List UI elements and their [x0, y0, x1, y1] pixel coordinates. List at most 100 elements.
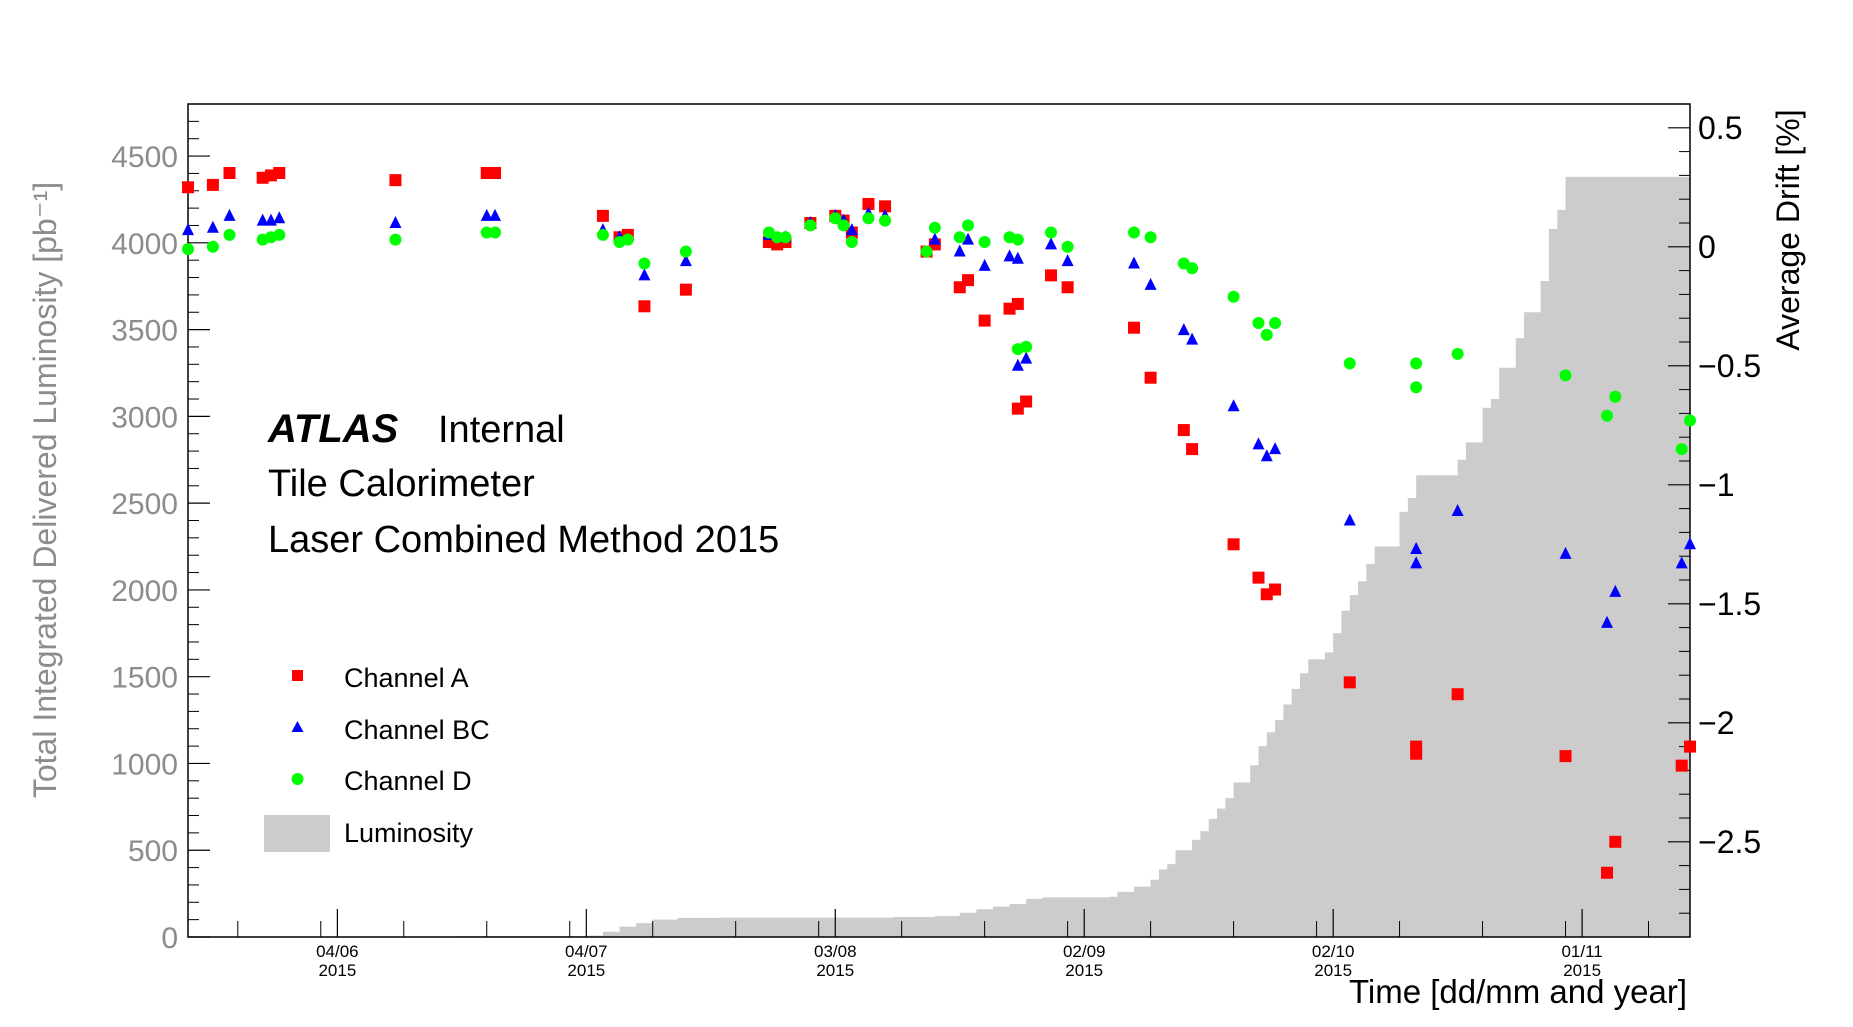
channel-bc-point: [1410, 542, 1423, 555]
channel-a-point: [1186, 443, 1199, 456]
x-tick-year-label: 2015: [318, 961, 356, 980]
channel-bc-point: [480, 208, 493, 221]
channel-bc-point: [679, 254, 692, 267]
channel-d-point: [206, 240, 219, 253]
x-tick-year-label: 2015: [567, 961, 605, 980]
channel-bc-point: [962, 232, 975, 245]
channel-bc-point: [1675, 556, 1688, 569]
channel-a-point: [1252, 571, 1265, 584]
channel-a-point: [1227, 538, 1240, 551]
legend-label-channel-bc: Channel BC: [344, 715, 490, 745]
x-tick-year-label: 2015: [1314, 961, 1352, 980]
legend: Channel A Channel BC Channel D Luminosit…: [264, 663, 490, 852]
y-right-tick-label: −2.5: [1698, 824, 1761, 860]
channel-bc-point: [223, 208, 236, 221]
y-left-tick-label: 4500: [111, 141, 178, 174]
channel-bc-point: [389, 216, 402, 228]
channel-d-point: [1410, 357, 1423, 370]
channel-bc-point: [1343, 513, 1356, 526]
channel-bc-point: [1061, 254, 1074, 267]
channel-a-point: [596, 209, 609, 222]
atlas-brand: ATLAS: [267, 407, 399, 451]
channel-a-point: [1020, 395, 1033, 408]
channel-bc-point: [1128, 256, 1141, 269]
channel-bc-point: [928, 232, 941, 245]
x-tick-year-label: 2015: [1065, 961, 1103, 980]
y-right-tick-label: 0.5: [1698, 110, 1742, 146]
channel-bc-point: [273, 211, 286, 224]
x-axis-title: Time [dd/mm and year]: [1349, 973, 1687, 1010]
channel-bc-point: [1410, 556, 1423, 569]
channel-bc-point: [953, 244, 966, 257]
channel-bc-point: [1020, 351, 1033, 364]
axes-layer: 0 500 1000 1500 2000 2500 3000 3500 4000 4500 0.5 0…: [111, 103, 1761, 980]
y-right-tick-label: −2: [1698, 705, 1734, 741]
y-right-tick-label: −1: [1698, 467, 1734, 503]
channel-d-point: [1675, 443, 1688, 456]
channel-d-point: [1045, 226, 1058, 239]
channel-a-point: [679, 283, 692, 296]
channel-d-point: [480, 226, 493, 239]
channel-d-point: [962, 219, 975, 232]
y-left-tick-label: 0: [161, 922, 178, 955]
channel-d-point: [837, 219, 850, 232]
channel-d-point: [879, 214, 892, 227]
channel-d-point: [928, 221, 941, 234]
y-left-tick-label: 3500: [111, 315, 178, 348]
channel-d-point: [845, 236, 858, 249]
channel-bc-point: [638, 268, 651, 281]
channel-a-point: [1601, 866, 1614, 879]
x-tick-year-label: 2015: [816, 961, 854, 980]
channel-a-point: [389, 174, 402, 187]
channel-d-point: [1609, 390, 1622, 403]
channel-d-point: [1559, 369, 1572, 382]
x-tick-label: 02/09: [1063, 942, 1106, 961]
channel-bc-point: [978, 258, 991, 271]
y-left-tick-label: 1500: [111, 662, 178, 695]
channel-d-point: [1128, 226, 1141, 239]
points-layer: [182, 167, 1696, 879]
x-tick-label: 01/11: [1561, 942, 1602, 961]
channel-bc-point: [1269, 442, 1282, 455]
channel-d-point: [1227, 290, 1240, 303]
annotation-line-2: Tile Calorimeter: [268, 463, 535, 505]
channel-bc-point: [1011, 358, 1024, 371]
channel-d-point: [1020, 340, 1033, 353]
channel-d-point: [1269, 316, 1282, 329]
channel-a-point: [489, 167, 502, 180]
y-left-tick-label: 2500: [111, 488, 178, 521]
channel-d-point: [920, 245, 933, 258]
channel-d-point: [953, 231, 966, 244]
channel-d-point: [978, 236, 991, 249]
channel-bc-point: [1227, 399, 1240, 412]
channel-d-point: [679, 245, 692, 258]
channel-d-point: [489, 226, 502, 239]
legend-marker-channel-d: [291, 773, 304, 785]
channel-d-point: [771, 231, 784, 244]
channel-d-point: [1144, 231, 1157, 244]
y-left-tick-label: 500: [128, 835, 178, 868]
channel-a-point: [1144, 371, 1157, 384]
y-left-tick-label: 2000: [111, 575, 178, 608]
channel-a-point: [1675, 759, 1688, 772]
channel-a-point: [1451, 688, 1464, 701]
channel-bc-point: [206, 220, 219, 233]
x-tick-year-label: 2015: [1563, 961, 1601, 980]
channel-bc-point: [1559, 546, 1572, 559]
channel-d-point: [779, 231, 792, 244]
channel-bc-point: [1177, 323, 1190, 336]
channel-a-point: [1684, 740, 1696, 753]
channel-a-point: [1061, 281, 1074, 294]
y-right-axis-title: Average Drift [%]: [1770, 109, 1806, 350]
channel-a-point: [273, 167, 286, 180]
channel-bc-point: [1252, 437, 1265, 450]
channel-bc-point: [1609, 584, 1622, 597]
luminosity-area: [188, 176, 1690, 937]
channel-bc-point: [1451, 503, 1464, 516]
channel-a-point: [1128, 321, 1141, 334]
x-tick-label: 04/07: [565, 942, 608, 961]
channel-a-point: [223, 167, 236, 180]
channel-bc-point: [1601, 615, 1614, 628]
channel-a-point: [1011, 297, 1024, 310]
annotation-line-3: Laser Combined Method 2015: [268, 519, 779, 561]
